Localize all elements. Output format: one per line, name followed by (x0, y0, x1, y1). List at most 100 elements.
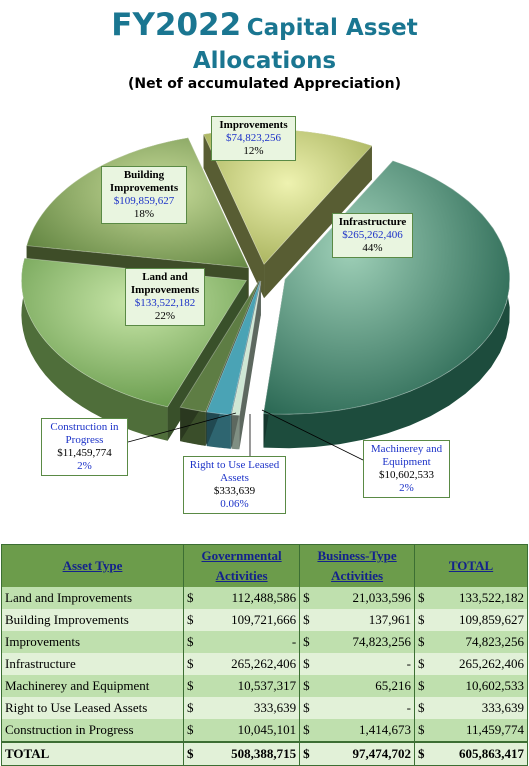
leader-lines (127, 409, 364, 461)
slice-construction-in-progress (179, 280, 260, 413)
cell-currency: $ (414, 697, 433, 719)
cell-governmental: 112,488,586 (202, 587, 301, 609)
title-main: Capital Asset (246, 15, 418, 41)
cell-governmental: 10,045,101 (202, 719, 301, 742)
label-improvements-name: Improvements (219, 119, 288, 131)
label-machinery: Machinerey and Equipment $10,602,533 2% (363, 440, 450, 498)
cell-currency: $ (299, 631, 319, 653)
slice-side-improvements (264, 145, 372, 299)
label-infrastructure-name: Infrastructure (338, 216, 407, 228)
cell-governmental: 10,537,317 (202, 675, 301, 697)
table-row: Building Improvements $109,721,666 $137,96… (1, 609, 528, 631)
table-row: Improvements $ - $74,823,256 $74,823,256 (1, 631, 528, 653)
cell-business: 65,216 (318, 675, 415, 697)
cell-currency: $ (414, 587, 433, 609)
label-improvements-value: $74,823,256 (226, 132, 281, 144)
cell-asset-type: TOTAL (1, 741, 184, 766)
label-land-value: $133,522,182 (134, 297, 196, 309)
cell-total: 109,859,627 (432, 609, 528, 631)
label-right-to-use-value: $333,639 (213, 485, 256, 497)
cell-governmental: 508,388,715 (202, 741, 301, 766)
header-asset-type: Asset Type (1, 544, 184, 587)
cell-currency: $ (183, 675, 202, 697)
label-building-percent: 18% (133, 208, 155, 220)
label-construction-value: $11,459,774 (57, 447, 112, 459)
table-row: Machinerey and Equipment $10,537,317 $65,2… (1, 675, 528, 697)
cell-business: 97,474,702 (318, 741, 415, 766)
cell-currency: $ (414, 741, 433, 766)
cell-asset-type: Right to Use Leased Assets (1, 697, 184, 719)
cell-total: 10,602,533 (432, 675, 528, 697)
table-row: Right to Use Leased Assets $333,639 $ - $333… (1, 697, 528, 719)
cell-asset-type: Building Improvements (1, 609, 184, 631)
label-land-improvements: Land and Improvements $133,522,182 22% (125, 268, 205, 326)
slice-side-improvements (203, 134, 265, 299)
cell-business: 137,961 (318, 609, 415, 631)
cell-governmental: 265,262,406 (202, 653, 301, 675)
cell-currency: $ (183, 697, 202, 719)
label-construction-name: Construction in Progress (50, 421, 119, 446)
label-building-value: $109,859,627 (113, 195, 175, 207)
cell-currency: $ (183, 653, 202, 675)
cell-currency: $ (414, 653, 433, 675)
slice-wall-infrastructure (263, 160, 510, 449)
cell-governmental: 333,639 (202, 697, 301, 719)
cell-asset-type: Infrastructure (1, 653, 184, 675)
cell-currency: $ (299, 697, 319, 719)
label-infrastructure-value: $265,262,406 (342, 229, 403, 241)
cell-asset-type: Land and Improvements (1, 587, 184, 609)
label-machinery-percent: 2% (399, 482, 414, 494)
cell-currency: $ (414, 631, 433, 653)
leader-construction (127, 412, 237, 443)
label-machinery-name: Machinerey and Equipment (370, 443, 443, 468)
label-construction: Construction in Progress $11,459,774 2% (41, 418, 128, 476)
cell-governmental: 109,721,666 (202, 609, 301, 631)
label-infrastructure-percent: 44% (362, 242, 383, 254)
label-right-to-use-name: Right to Use Leased Assets (189, 459, 280, 484)
table-header-row: Asset Type Governmental Activities Busin… (1, 544, 528, 587)
table-total-row: TOTAL $508,388,715 $97,474,702 $605,863,417 (1, 741, 528, 766)
table-row: Construction in Progress $10,045,101 $1,41… (1, 719, 528, 742)
cell-asset-type: Improvements (1, 631, 184, 653)
cell-business: - (318, 653, 415, 675)
cell-currency: $ (299, 719, 319, 742)
label-land-name: Land and Improvements (130, 271, 200, 296)
leader-machinery (261, 409, 364, 461)
cell-currency: $ (183, 631, 202, 653)
cell-currency: $ (414, 609, 433, 631)
cell-total: 133,522,182 (432, 587, 528, 609)
header-business: Business-Type Activities (299, 544, 415, 587)
slice-right-to-use-leased-assets (231, 280, 262, 416)
slice-infrastructure (263, 160, 511, 415)
title-line-1: FY2022 Capital Asset (0, 8, 529, 47)
cell-currency: $ (299, 609, 319, 631)
chart-title: FY2022 Capital Asset Allocations (Net of… (0, 8, 529, 93)
cell-total: 11,459,774 (432, 719, 528, 742)
table-row: Land and Improvements $112,488,586 $21,033… (1, 587, 528, 609)
label-machinery-value: $10,602,533 (379, 469, 434, 481)
cell-business: - (318, 697, 415, 719)
label-improvements-percent: 12% (243, 145, 264, 157)
cell-asset-type: Construction in Progress (1, 719, 184, 742)
label-building-name: Building Improvements (109, 169, 179, 194)
label-infrastructure: Infrastructure $265,262,406 44% (332, 213, 413, 258)
cell-asset-type: Machinerey and Equipment (1, 675, 184, 697)
header-governmental: Governmental Activities (183, 544, 301, 587)
cell-currency: $ (183, 719, 202, 742)
cell-currency: $ (183, 741, 202, 766)
cell-currency: $ (299, 653, 319, 675)
cell-currency: $ (183, 609, 202, 631)
cell-currency: $ (299, 675, 319, 697)
cell-currency: $ (299, 741, 319, 766)
cell-currency: $ (414, 719, 433, 742)
label-construction-percent: 2% (77, 460, 92, 472)
slice-machinerey-and-equipment (206, 280, 261, 416)
label-improvements: Improvements $74,823,256 12% (211, 116, 296, 161)
cell-currency: $ (299, 587, 319, 609)
slice-wall-land-and-improvements (21, 258, 168, 441)
chart-subtitle: (Net of accumulated Appreciation) (128, 76, 401, 92)
cell-business: 1,414,673 (318, 719, 415, 742)
cell-governmental: - (202, 631, 301, 653)
title-year: FY2022 (111, 7, 242, 43)
label-right-to-use: Right to Use Leased Assets $333,639 0.06… (183, 456, 286, 514)
